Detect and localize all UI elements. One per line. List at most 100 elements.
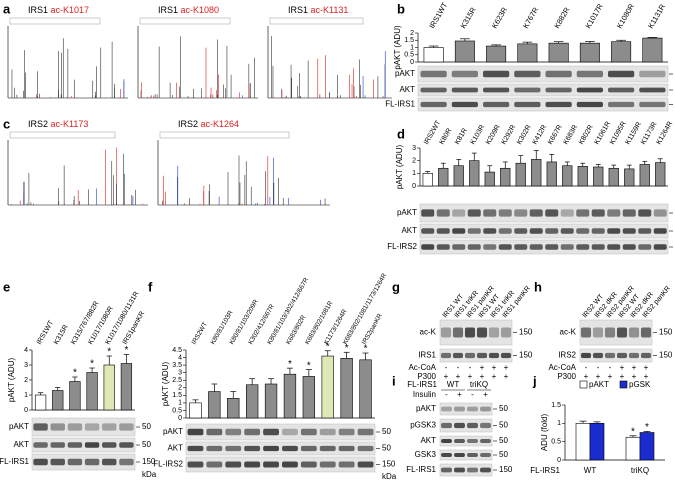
protein-name: IRS1 (158, 5, 178, 15)
blot-band (187, 428, 204, 436)
blot-band (67, 423, 83, 431)
condition-sign: - (445, 363, 448, 372)
blot-row-label: FL-IRS1 (406, 465, 436, 474)
blot-band (498, 244, 512, 250)
blot-row-label: ac-K (560, 328, 577, 337)
blot-band (576, 244, 590, 250)
category-label: triKQ (631, 466, 649, 475)
bar (589, 423, 605, 461)
acetyl-site: ac-K1264 (201, 119, 240, 129)
blot-band (440, 327, 452, 338)
condition-sign: + (468, 372, 473, 381)
blot-band (467, 228, 481, 234)
blot-band (282, 445, 298, 452)
blot-band (607, 244, 621, 250)
condition-label: Ac-CoA (548, 363, 576, 372)
blot-band (263, 461, 279, 468)
bar (340, 358, 353, 419)
bar (34, 394, 47, 411)
condition-sign: + (620, 372, 625, 381)
condition-sign: + (456, 372, 461, 381)
panel-letter: i (392, 373, 396, 388)
blot-background (439, 435, 493, 447)
blot-band (464, 352, 476, 359)
blot-band (452, 327, 464, 338)
blot-background (31, 417, 136, 437)
blot-band (454, 422, 465, 429)
blot-band (420, 70, 447, 78)
y-tick-label: 3 (178, 370, 182, 377)
bar (562, 165, 573, 187)
bar (593, 166, 604, 187)
blot-band (545, 228, 559, 234)
blot-band (441, 439, 452, 443)
blot-band (102, 442, 117, 448)
bar (515, 162, 526, 187)
blot-background (439, 418, 493, 433)
blot-band (67, 442, 83, 448)
blot-band (480, 422, 491, 429)
marker-label: 50 (499, 436, 508, 445)
significance-star: * (107, 347, 111, 358)
marker-label: 50 (499, 421, 508, 430)
bar (453, 165, 464, 187)
blot-band (467, 406, 478, 412)
blot-band (225, 461, 242, 468)
blot-band (480, 406, 491, 412)
blot-band (488, 352, 500, 359)
bar (486, 45, 507, 63)
condition-sign: + (620, 363, 625, 372)
blot-band (467, 439, 478, 443)
blot-band (206, 445, 223, 452)
panel-letter: d (397, 126, 405, 141)
bar (579, 42, 600, 63)
marker-label: 50 (142, 440, 151, 449)
blot-band (119, 423, 134, 431)
bar (423, 47, 444, 63)
blot-band (576, 228, 590, 234)
spectrum-title: IRS2 ac-K1264 (178, 119, 239, 129)
blot-band (421, 228, 435, 234)
condition-sign: - (471, 390, 474, 399)
y-tick-label: 4.5 (172, 347, 182, 354)
group-label: WT (447, 380, 460, 389)
bar (469, 160, 480, 187)
blot-band (67, 458, 83, 466)
blot-band (622, 228, 636, 234)
bar (302, 376, 316, 419)
blot-background (579, 319, 653, 346)
blot-band (500, 327, 512, 338)
blot-band (319, 445, 336, 452)
condition-sign: + (457, 390, 462, 399)
blot-band (33, 423, 48, 431)
blot-band (84, 458, 100, 466)
blot-row-label: GSK3 (415, 450, 437, 459)
blot-band (357, 428, 374, 436)
blot-band (454, 467, 465, 473)
blot-background (185, 441, 376, 456)
bar (227, 398, 240, 419)
blot-band (282, 428, 298, 436)
blot-band (576, 101, 603, 108)
bar (208, 391, 221, 419)
significance-star: * (345, 343, 349, 354)
blot-band (607, 209, 621, 217)
blot-band (102, 423, 117, 431)
bar (639, 164, 650, 187)
y-tick-label: 1.5 (551, 402, 561, 409)
blot-band (592, 352, 604, 359)
blot-band (206, 461, 223, 468)
category-label: K882R (552, 5, 572, 30)
condition-sign: + (584, 372, 589, 381)
blot-band (483, 209, 497, 217)
significance-star: * (288, 359, 292, 370)
acetyl-site: ac-K1131 (311, 5, 349, 15)
blot-band (452, 244, 466, 250)
bar (86, 372, 98, 411)
condition-sign: + (480, 372, 485, 381)
bar (264, 383, 278, 419)
blot-band (319, 428, 336, 436)
panel-letter: h (534, 279, 542, 294)
blot-header: FL-IRS1 (407, 380, 437, 389)
